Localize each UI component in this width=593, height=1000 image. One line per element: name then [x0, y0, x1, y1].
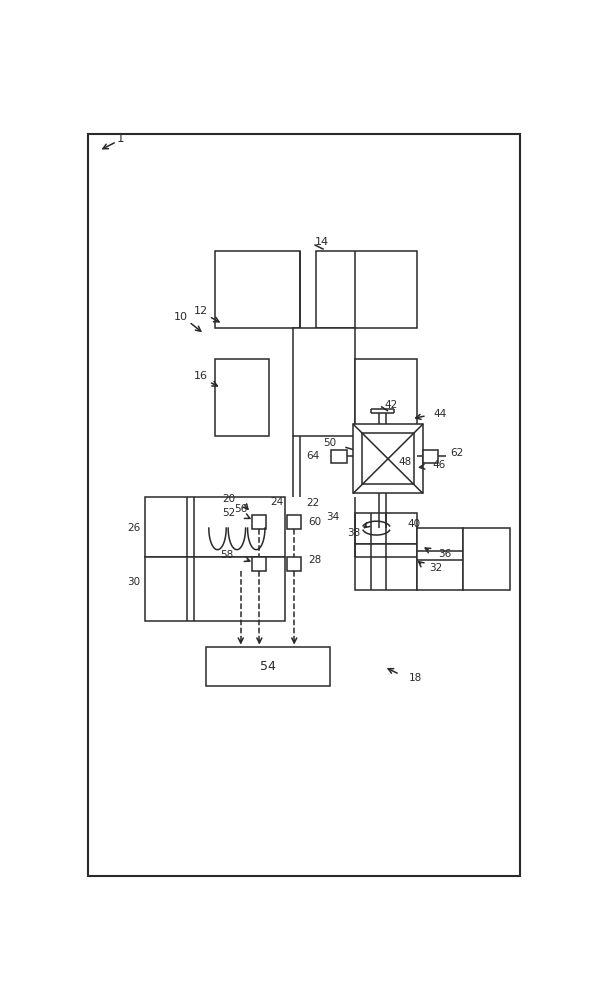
- Text: 46: 46: [432, 460, 445, 470]
- Text: 1: 1: [117, 132, 125, 145]
- Text: 18: 18: [409, 673, 422, 683]
- Bar: [355, 359, 417, 436]
- Bar: [355, 513, 417, 544]
- Text: 24: 24: [270, 497, 283, 507]
- Text: 32: 32: [429, 563, 442, 573]
- Text: 54: 54: [260, 660, 276, 673]
- Text: 20: 20: [222, 494, 235, 504]
- Text: 42: 42: [384, 400, 397, 410]
- Text: 16: 16: [193, 371, 208, 381]
- Bar: [253, 557, 266, 571]
- Bar: [417, 528, 463, 590]
- Bar: [463, 528, 509, 590]
- Text: 36: 36: [438, 549, 452, 559]
- Bar: [287, 515, 301, 529]
- Bar: [331, 450, 347, 463]
- Text: 64: 64: [306, 451, 319, 461]
- Text: 28: 28: [308, 555, 321, 565]
- Bar: [287, 557, 301, 571]
- Text: 12: 12: [193, 306, 208, 316]
- Text: 60: 60: [308, 517, 321, 527]
- Text: 50: 50: [323, 438, 336, 448]
- Bar: [215, 359, 269, 436]
- Bar: [423, 450, 438, 463]
- Text: 48: 48: [398, 457, 412, 467]
- Bar: [316, 251, 417, 328]
- Text: 62: 62: [450, 448, 463, 458]
- Bar: [362, 433, 413, 484]
- Text: 14: 14: [315, 237, 329, 247]
- Bar: [206, 647, 330, 686]
- Bar: [145, 557, 285, 620]
- Text: 38: 38: [347, 528, 360, 538]
- Bar: [293, 328, 355, 436]
- Text: 22: 22: [307, 498, 320, 508]
- Text: 56: 56: [234, 504, 247, 514]
- Text: 34: 34: [326, 512, 339, 522]
- Bar: [353, 424, 423, 493]
- Bar: [253, 515, 266, 529]
- Text: 10: 10: [174, 312, 188, 322]
- Text: 52: 52: [222, 508, 235, 518]
- Text: 58: 58: [220, 550, 233, 560]
- Text: 44: 44: [433, 409, 447, 419]
- Text: 40: 40: [407, 519, 420, 529]
- Bar: [355, 544, 417, 590]
- Bar: [145, 497, 285, 557]
- Text: 26: 26: [127, 523, 140, 533]
- Text: 30: 30: [127, 577, 140, 587]
- Bar: [215, 251, 301, 328]
